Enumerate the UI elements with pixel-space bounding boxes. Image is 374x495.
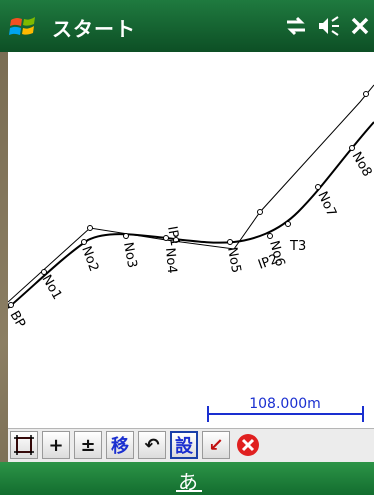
undo-icon: ↶ <box>144 434 160 456</box>
close-icon[interactable] <box>348 15 372 37</box>
label-no6: No6 <box>266 239 287 268</box>
plus-minus-icon: ± <box>80 434 96 456</box>
zoom-plusminus-button[interactable]: ± <box>74 431 102 459</box>
station-points <box>8 91 369 308</box>
ime-indicator <box>176 490 202 492</box>
pointer-icon: ↙ <box>208 434 224 456</box>
fit-extent-button[interactable] <box>10 431 38 459</box>
map-toolbar: + ± 移 ↶ 設 ↙ <box>8 428 374 463</box>
label-no3: No3 <box>120 241 139 269</box>
map-canvas[interactable]: BP No1 No2 No3 IP1 No4 No5 IP2 No6 T3 No… <box>7 52 374 430</box>
label-ip1: IP1 <box>164 225 182 247</box>
label-no7: No7 <box>314 189 339 219</box>
soft-key-bar: あ <box>0 462 374 495</box>
ime-toggle[interactable]: あ <box>178 470 198 494</box>
alignment-curve <box>7 121 374 309</box>
red-close-icon <box>237 434 259 456</box>
move-button[interactable]: 移 <box>106 431 134 459</box>
scale-bar: 108.000m <box>207 396 364 422</box>
label-no5: No5 <box>224 246 243 274</box>
windows-start-icon[interactable] <box>9 14 37 38</box>
connectivity-icon[interactable] <box>284 15 308 37</box>
label-t3: T3 <box>289 239 306 254</box>
setting-icon: 設 <box>175 436 193 457</box>
label-no8: No8 <box>349 150 374 180</box>
close-map-button[interactable] <box>234 431 262 459</box>
pointer-button[interactable]: ↙ <box>202 431 230 459</box>
move-icon: 移 <box>111 436 129 457</box>
fit-extent-icon <box>14 435 34 455</box>
setting-button[interactable]: 設 <box>170 431 198 459</box>
zoom-in-button[interactable]: + <box>42 431 70 459</box>
label-no2: No2 <box>78 244 101 274</box>
label-no1: No1 <box>39 273 65 303</box>
label-ip2: IP2 <box>256 252 280 273</box>
undo-button[interactable]: ↶ <box>138 431 166 459</box>
plus-icon: + <box>48 434 64 456</box>
alignment-drawing: BP No1 No2 No3 IP1 No4 No5 IP2 No6 T3 No… <box>7 84 374 422</box>
label-bp: BP <box>8 309 28 331</box>
scale-label: 108.000m <box>249 396 321 412</box>
label-no4: No4 <box>162 247 179 274</box>
title-text[interactable]: スタート <box>52 17 136 41</box>
speaker-icon[interactable] <box>316 15 340 37</box>
title-bar: スタート <box>0 0 374 52</box>
